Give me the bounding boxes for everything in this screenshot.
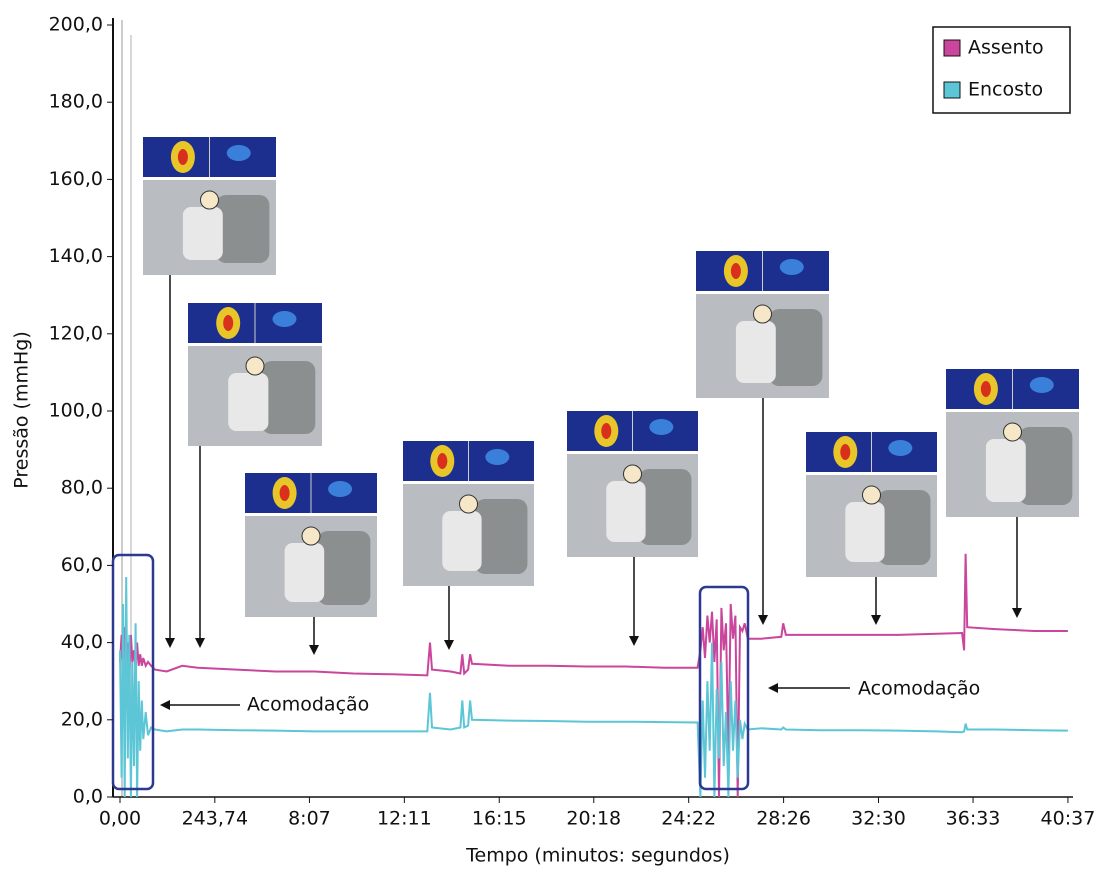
seat [639,469,691,545]
y-tick-label: 60,0 [61,554,103,576]
x-tick-label: 36:33 [946,808,1001,830]
x-tick-label: 8:07 [288,808,331,830]
photo-panel [403,441,534,650]
heatmap-blob [840,444,850,460]
heatmap-blob [649,419,673,435]
legend-label: Assento [968,37,1044,59]
face [302,527,320,545]
heatmap-blob [888,440,912,456]
face [201,191,219,209]
person [285,543,325,602]
y-tick-label: 160,0 [49,168,103,190]
heatmap-blob [780,259,804,275]
annotation: Acomodação [858,678,980,700]
heatmap-blob [437,453,447,469]
y-tick-label: 200,0 [49,14,103,36]
face [863,486,881,504]
face [754,305,772,323]
face [460,495,478,513]
person [606,481,645,542]
seat [318,531,371,605]
photo-arrow-head [309,645,319,655]
face [246,357,264,375]
heatmap-blob [981,381,991,397]
y-tick-label: 20,0 [61,708,103,730]
heatmap-blob [178,149,188,165]
heatmap-blob [223,315,233,331]
y-tick-label: 40,0 [61,631,103,653]
photo-arrow-head [165,638,175,648]
heatmap-blob [227,145,251,161]
heatmap-blob [328,481,352,497]
y-tick-label: 140,0 [49,245,103,267]
photo-arrow-head [444,640,454,650]
photo-arrow-head [629,636,639,646]
x-tick-label: 32:30 [851,808,906,830]
y-tick-label: 120,0 [49,322,103,344]
x-tick-label: 40:37 [1041,808,1096,830]
heatmap-blob [280,485,290,501]
x-tick-label: 0,00 [99,808,141,830]
photo-panel [806,432,937,625]
person [228,373,268,431]
heatmap-blob [1030,377,1054,393]
chart: Pressão (mmHg) Tempo (minutos: segundos)… [0,0,1108,869]
x-tick-label: 20:18 [566,808,621,830]
seat [262,361,316,434]
face [1004,423,1022,441]
person [845,502,884,562]
photo-arrow-head [758,615,768,625]
y-tick-label: 100,0 [49,400,103,422]
heatmap-blob [601,423,611,439]
legend-label: Encosto [968,79,1043,101]
x-tick-label: 12:11 [377,808,432,830]
photo-panel [567,411,698,646]
person [442,511,481,571]
seat [878,490,930,565]
person [183,207,223,260]
person [736,321,776,383]
y-axis-label: Pressão (mmHg) [11,331,33,489]
photo-arrow-head [871,615,881,625]
y-tick-label: 0,0 [73,786,103,808]
seat [216,195,269,263]
photo-panel [245,473,377,655]
heatmap-blob [485,449,509,465]
photos [143,137,1079,655]
x-axis-label: Tempo (minutos: segundos) [465,845,730,867]
seat [1019,427,1072,505]
photo-arrow-head [195,638,205,648]
x-tick-label: 24:22 [661,808,716,830]
y-tick-label: 80,0 [61,477,103,499]
heatmap-blob [731,263,741,279]
seat [769,309,822,386]
annotation: Acomodação [247,694,369,716]
person [986,439,1026,502]
x-tick-label: 243,74 [182,808,248,830]
legend-swatch [944,82,960,98]
y-tick-label: 180,0 [49,91,103,113]
legend-swatch [944,40,960,56]
x-tick-label: 16:15 [472,808,527,830]
heatmap-blob [272,311,296,327]
x-tick-label: 28:26 [756,808,811,830]
seat [475,499,527,574]
face [624,465,642,483]
photo-arrow-head [1012,608,1022,618]
